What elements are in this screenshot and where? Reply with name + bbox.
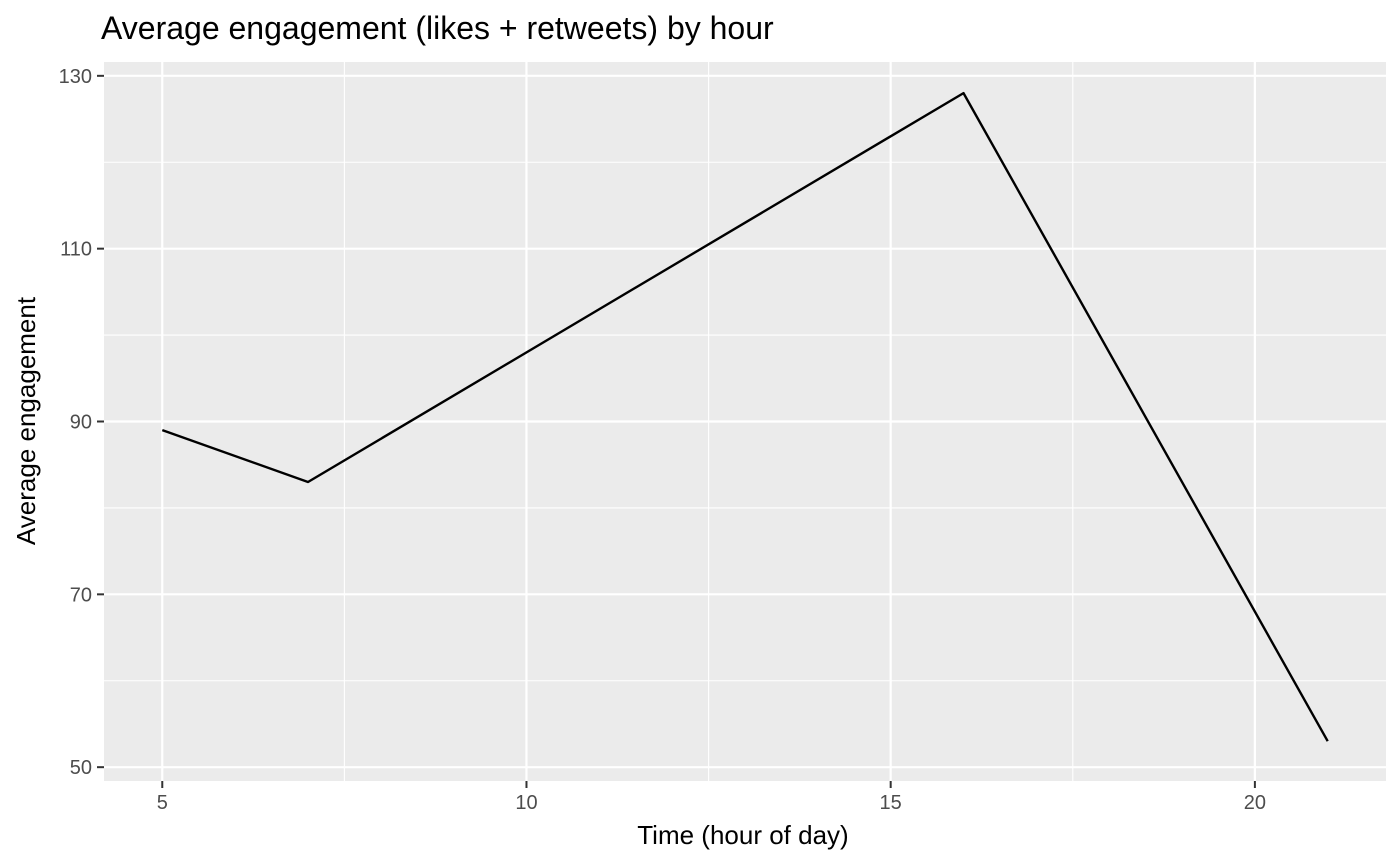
chart-title: Average engagement (likes + retweets) by… (101, 10, 774, 46)
x-tick-label: 20 (1244, 792, 1266, 814)
series-line (161, 91, 1329, 742)
major-gridlines (104, 62, 1386, 781)
series-layer (161, 91, 1329, 742)
x-tick-label: 15 (880, 792, 902, 814)
x-tick-label: 5 (157, 792, 168, 814)
y-tick-label: 50 (70, 757, 92, 779)
x-axis-title: Time (hour of day) (637, 820, 848, 850)
y-tick-label: 70 (70, 584, 92, 606)
y-tick-label: 130 (59, 66, 92, 88)
y-axis: 50 70 90 110 130 (59, 66, 104, 779)
y-axis-title: Average engagement (11, 296, 41, 545)
x-axis: 5 10 15 20 (157, 781, 1266, 814)
y-tick-label: 90 (70, 412, 92, 434)
x-tick-label: 10 (515, 792, 537, 814)
y-tick-label: 110 (60, 239, 92, 261)
